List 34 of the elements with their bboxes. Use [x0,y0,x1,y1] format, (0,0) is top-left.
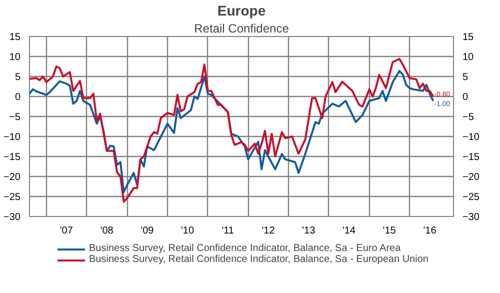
y-tick-label: −20 [4,172,21,183]
y2-tick-label: 15 [462,32,474,43]
legend-label: Business Survey, Retail Confidence Indicator, Balance, Sa - European Union [89,254,428,265]
y-tick-label: −10 [4,132,21,143]
x-tick-label: '14 [342,226,356,236]
y-tick-label: 15 [9,32,21,43]
y2-tick-label: 5 [462,72,468,83]
x-tick-label: '12 [262,226,276,236]
y2-tick-label: −20 [462,172,480,183]
x-tick-label: '13 [302,226,316,236]
x-tick-label: '07 [60,226,74,236]
y2-tick-label: −10 [462,132,480,143]
y2-tick-label: −30 [462,212,480,223]
x-tick-label: '11 [222,226,234,236]
y-tick-label: −5 [9,112,21,123]
y2-tick-label: −25 [462,192,480,203]
chart-title: Europe [217,2,266,18]
x-tick-label: '15 [382,226,396,236]
legend-label: Business Survey, Retail Confidence Indicator, Balance, Sa - Euro Area [89,243,401,254]
y-tick-label: −15 [4,152,21,163]
chart-subtitle: Retail Confidence [194,22,290,36]
y-tick-label: −30 [4,212,21,223]
x-tick-label: '09 [140,226,154,236]
x-tick-label: '16 [423,226,437,236]
y-tick-label: 0 [14,92,21,103]
y-tick-label: −25 [4,192,21,203]
x-tick-label: '10 [181,226,194,236]
y2-tick-label: −15 [462,152,480,163]
y2-tick-label: 0 [462,92,468,103]
x-tick-label: '08 [100,226,114,236]
y2-tick-label: 10 [462,52,474,63]
y-tick-label: 10 [9,52,21,63]
y-tick-label: 5 [14,72,21,83]
y2-tick-label: −5 [462,112,474,123]
